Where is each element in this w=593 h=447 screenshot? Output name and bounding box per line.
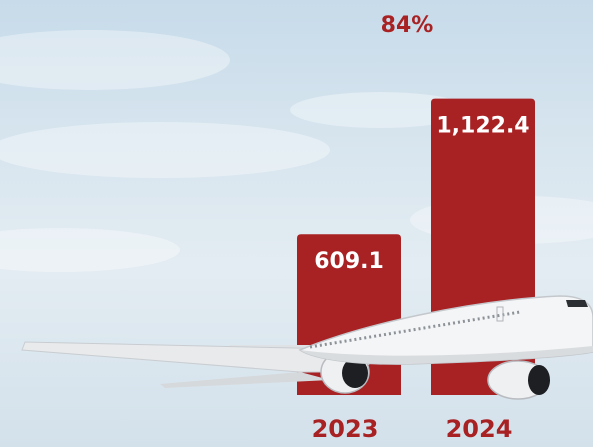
airplane-icon — [21, 295, 593, 400]
value-label-2023: 609.1 — [314, 249, 384, 274]
category-label-2023: 2023 — [312, 415, 379, 443]
value-label-2024: 1,122.4 — [436, 114, 529, 139]
category-label-2024: 2024 — [446, 415, 513, 443]
growth-annotation: 84% — [381, 13, 434, 38]
labels-layer: 84% 609.1 2023 1,122.4 2024 — [312, 13, 530, 443]
